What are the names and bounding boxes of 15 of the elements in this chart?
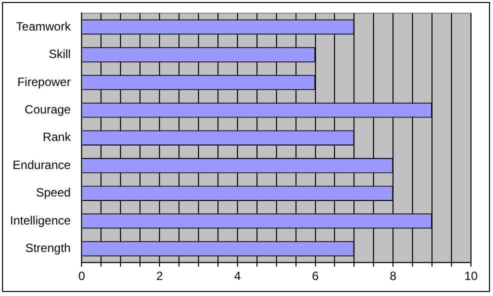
y-tick-label: Courage [24, 102, 72, 116]
x-tick-label: 2 [156, 269, 164, 284]
y-tick-label: Skill [48, 47, 71, 62]
x-tick-label: 4 [234, 269, 242, 284]
y-tick-label: Rank [42, 130, 72, 144]
x-tick-label: 10 [464, 269, 478, 284]
y-tick-label: Strength [25, 241, 71, 256]
y-tick-label: Endurance [12, 158, 72, 172]
y-tick-label: Intelligence [10, 213, 72, 228]
x-tick-label: 0 [78, 269, 86, 284]
y-tick-label: Teamwork [16, 19, 72, 34]
y-tick-label: Firepower [17, 74, 71, 89]
x-tick-label: 6 [312, 269, 319, 284]
y-tick-label: Speed [36, 186, 71, 200]
x-tick-label: 8 [390, 269, 397, 284]
